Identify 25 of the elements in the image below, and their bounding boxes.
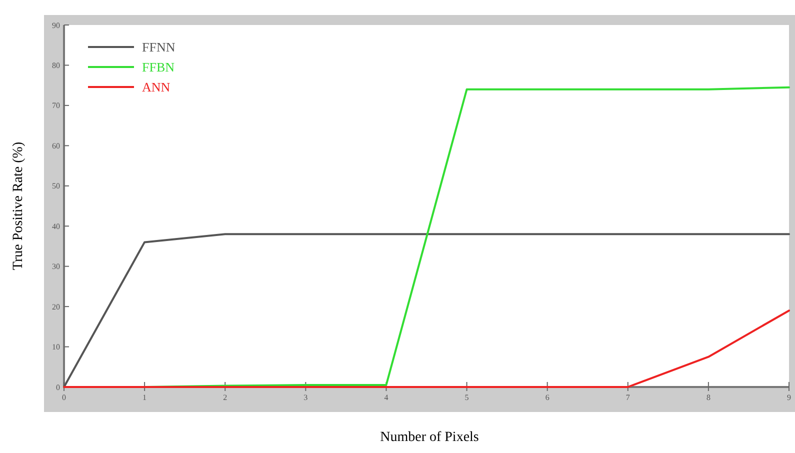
x-tick-label: 6 — [545, 393, 550, 402]
y-tick-label: 30 — [52, 262, 60, 272]
x-tick-label: 3 — [304, 393, 308, 402]
y-tick-label: 20 — [52, 302, 60, 312]
x-tick-label: 5 — [464, 393, 469, 402]
y-axis-title: True Positive Rate (%) — [11, 142, 26, 270]
x-tick-label: 0 — [62, 393, 66, 402]
legend-label: ANN — [142, 80, 171, 95]
y-tick-label: 60 — [52, 141, 60, 150]
y-tick-label: 0 — [56, 382, 60, 392]
x-axis-title: Number of Pixels — [380, 430, 479, 445]
x-tick-label: 2 — [223, 393, 228, 402]
x-tick-label: 4 — [384, 393, 388, 402]
y-tick-label: 70 — [52, 101, 60, 110]
y-tick-label: 40 — [52, 222, 60, 231]
y-tick-label: 90 — [52, 20, 60, 30]
legend-label: FFBN — [142, 60, 176, 75]
x-tick-label: 7 — [626, 393, 630, 402]
legend-label: FFNN — [142, 40, 176, 55]
x-tick-label: 8 — [706, 393, 710, 402]
x-tick-label: 1 — [142, 393, 147, 402]
y-tick-label: 80 — [52, 61, 60, 70]
y-tick-label: 50 — [52, 182, 60, 191]
x-tick-label: 9 — [787, 393, 791, 402]
y-tick-label: 10 — [52, 342, 60, 352]
